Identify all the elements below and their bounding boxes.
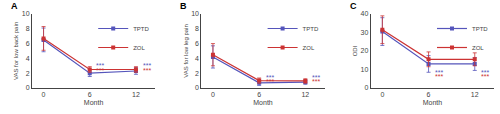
svg-text:6: 6 xyxy=(427,91,431,98)
svg-text:0: 0 xyxy=(42,91,46,98)
svg-text:B: B xyxy=(180,1,187,11)
svg-text:12: 12 xyxy=(132,91,140,98)
svg-text:4: 4 xyxy=(26,55,30,62)
svg-text:40: 40 xyxy=(361,10,369,17)
svg-text:10: 10 xyxy=(22,10,30,17)
svg-text:8: 8 xyxy=(195,25,199,32)
svg-text:ZOL: ZOL xyxy=(303,45,315,51)
svg-text:***: *** xyxy=(266,78,274,85)
svg-text:0: 0 xyxy=(380,91,384,98)
svg-text:VAS for low back pain: VAS for low back pain xyxy=(13,22,19,80)
svg-text:10: 10 xyxy=(361,66,369,73)
svg-text:12: 12 xyxy=(471,91,479,98)
svg-text:***: *** xyxy=(435,69,443,76)
svg-text:TPTD: TPTD xyxy=(133,26,149,32)
svg-text:ODI: ODI xyxy=(352,45,358,56)
svg-text:10: 10 xyxy=(191,10,199,17)
svg-text:2: 2 xyxy=(195,70,199,77)
svg-text:Month: Month xyxy=(423,99,443,106)
svg-text:0: 0 xyxy=(26,84,30,91)
svg-text:C: C xyxy=(350,1,357,11)
svg-text:20: 20 xyxy=(361,47,369,54)
svg-text:ZOL: ZOL xyxy=(133,45,145,51)
svg-text:4: 4 xyxy=(195,55,199,62)
svg-text:***: *** xyxy=(481,73,489,80)
svg-text:6: 6 xyxy=(257,91,261,98)
svg-text:ZOL: ZOL xyxy=(472,45,484,51)
svg-text:***: *** xyxy=(266,74,274,81)
svg-text:***: *** xyxy=(143,67,151,74)
svg-text:6: 6 xyxy=(88,91,92,98)
svg-text:0: 0 xyxy=(195,84,199,91)
svg-text:VAS for low leg pain: VAS for low leg pain xyxy=(183,24,189,78)
svg-text:***: *** xyxy=(435,73,443,80)
svg-text:6: 6 xyxy=(195,40,199,47)
svg-text:A: A xyxy=(11,1,18,11)
svg-text:8: 8 xyxy=(26,25,30,32)
svg-text:TPTD: TPTD xyxy=(303,26,319,32)
svg-text:***: *** xyxy=(96,67,104,74)
svg-text:6: 6 xyxy=(26,40,30,47)
svg-text:Month: Month xyxy=(84,99,104,106)
svg-text:***: *** xyxy=(96,62,104,69)
svg-text:0: 0 xyxy=(364,84,368,91)
svg-text:***: *** xyxy=(143,62,151,69)
svg-text:30: 30 xyxy=(361,29,369,36)
svg-text:12: 12 xyxy=(301,91,309,98)
svg-text:***: *** xyxy=(312,78,320,85)
svg-text:TPTD: TPTD xyxy=(472,26,488,32)
svg-text:***: *** xyxy=(481,69,489,76)
svg-text:2: 2 xyxy=(26,70,30,77)
svg-text:***: *** xyxy=(312,74,320,81)
svg-text:Month: Month xyxy=(253,99,273,106)
svg-text:0: 0 xyxy=(211,91,215,98)
